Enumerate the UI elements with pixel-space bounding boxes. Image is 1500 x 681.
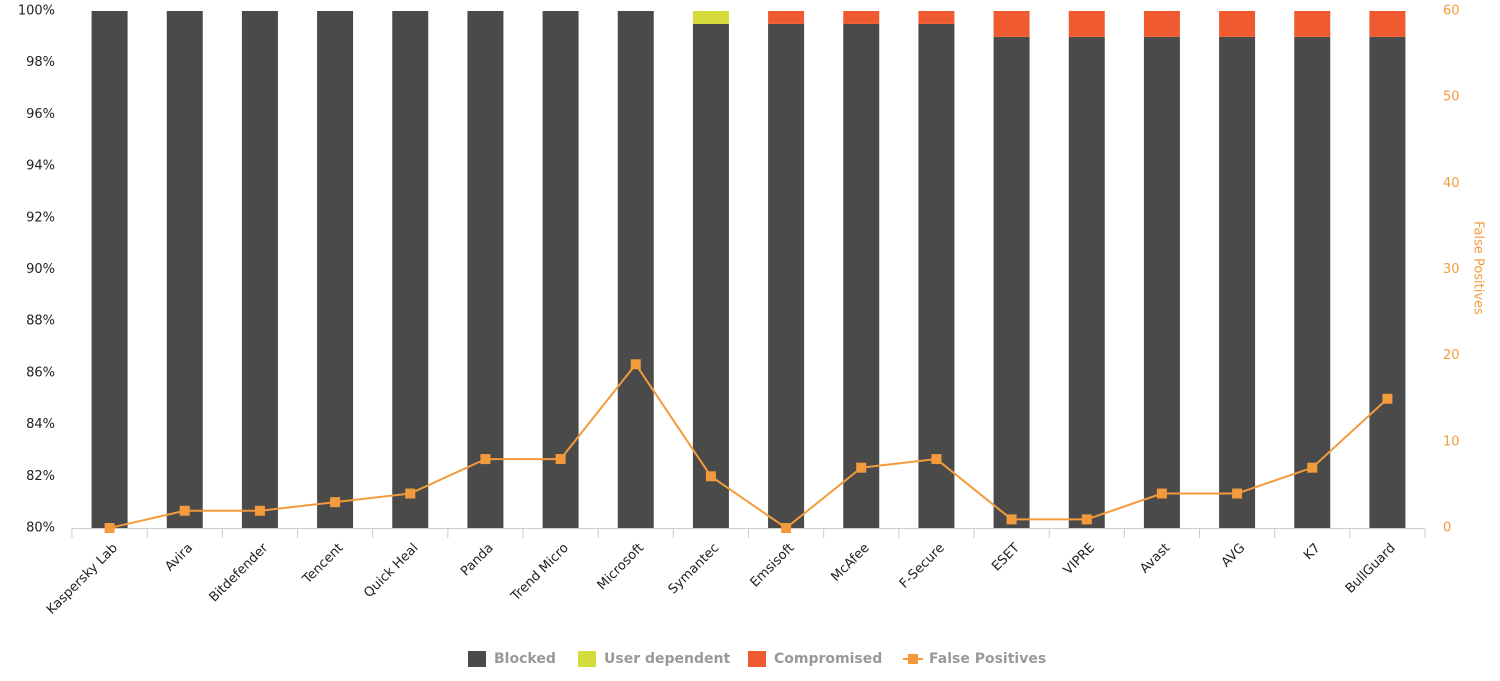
- line-marker: [405, 488, 416, 499]
- x-tick-label: ESET: [989, 541, 1023, 575]
- bar-segment: [1219, 11, 1256, 37]
- bar-segment: [1143, 11, 1180, 37]
- x-tick-label: Emsisoft: [748, 541, 798, 591]
- bar-segment: [317, 11, 354, 528]
- bar-segment: [843, 23, 880, 529]
- bar-segment: [1294, 11, 1331, 37]
- line-marker: [555, 454, 566, 465]
- y2-tick-label: 50: [1443, 90, 1460, 105]
- line-marker: [781, 523, 792, 533]
- x-tick-label: Kaspersky Lab: [44, 541, 121, 618]
- y-tick-label: 80%: [26, 521, 55, 536]
- x-tick-label: Avira: [162, 541, 196, 575]
- x-tick-label: AVG: [1219, 541, 1249, 571]
- legend-label: User dependent: [604, 651, 730, 667]
- x-tick-label: K7: [1301, 541, 1323, 563]
- y2-tick-label: 0: [1443, 521, 1451, 536]
- y2-axis-label: False Positives: [1471, 221, 1486, 315]
- y-tick-label: 98%: [26, 55, 55, 70]
- y-tick-label: 82%: [26, 469, 55, 484]
- x-tick-label: Avast: [1137, 541, 1173, 577]
- bar-segment: [241, 11, 278, 528]
- bar-segment: [1068, 36, 1105, 528]
- bar-segment: [617, 11, 654, 528]
- bar-segment: [1219, 36, 1256, 528]
- bar-segment: [918, 23, 955, 529]
- y2-tick-label: 30: [1443, 262, 1460, 277]
- legend-label: Blocked: [494, 651, 556, 667]
- y-tick-label: 88%: [26, 314, 55, 329]
- legend-label: False Positives: [929, 651, 1046, 667]
- line-marker: [330, 497, 341, 508]
- bar-segment: [843, 11, 880, 24]
- bar-segment: [1143, 36, 1180, 528]
- x-tick-label: VIPRE: [1061, 541, 1098, 578]
- line-marker: [1307, 462, 1318, 473]
- y2-tick-label: 10: [1443, 434, 1460, 449]
- line-marker: [104, 523, 115, 533]
- y-tick-label: 96%: [26, 107, 55, 122]
- line-marker: [1081, 514, 1092, 525]
- bar-segment: [993, 36, 1030, 528]
- y-tick-label: 100%: [18, 4, 55, 19]
- bar-segment: [993, 11, 1030, 37]
- bar-segment: [768, 23, 805, 529]
- line-marker: [1232, 488, 1243, 499]
- bar-segment: [1369, 11, 1406, 37]
- bar-segment: [692, 11, 729, 24]
- y-tick-label: 94%: [26, 159, 55, 174]
- line-marker: [254, 505, 265, 516]
- bar-segment: [1369, 36, 1406, 528]
- bar-segment: [166, 11, 203, 528]
- line-marker: [1006, 514, 1017, 525]
- bar-segment: [768, 11, 805, 24]
- legend-label: Compromised: [774, 651, 882, 667]
- legend-marker: [908, 654, 918, 664]
- line-marker: [931, 454, 942, 465]
- bar-segment: [918, 11, 955, 24]
- legend-marker: [468, 651, 486, 667]
- bar-segment: [467, 11, 504, 528]
- line-marker: [179, 505, 190, 516]
- bar-segment: [692, 23, 729, 529]
- line-marker: [856, 462, 867, 473]
- x-tick-label: McAfee: [828, 541, 872, 585]
- y2-tick-label: 40: [1443, 176, 1460, 191]
- line-marker: [1382, 393, 1393, 404]
- y-tick-label: 90%: [26, 262, 55, 277]
- y2-tick-label: 60: [1443, 4, 1460, 19]
- y2-tick-label: 20: [1443, 348, 1460, 363]
- y-tick-label: 92%: [26, 210, 55, 225]
- line-marker: [705, 471, 716, 482]
- y-tick-label: 84%: [26, 417, 55, 432]
- x-tick-label: Bitdefender: [207, 540, 272, 605]
- legend-marker: [578, 651, 596, 667]
- x-tick-label: Quick Heal: [361, 541, 421, 601]
- line: [109, 362, 1389, 530]
- x-tick-label: Symantec: [666, 541, 723, 598]
- line-marker: [630, 359, 641, 370]
- bar-segment: [1068, 11, 1105, 37]
- x-tick-label: Microsoft: [595, 541, 647, 593]
- y-tick-label: 86%: [26, 365, 55, 380]
- line-marker: [1156, 488, 1167, 499]
- bar-segment: [1294, 36, 1331, 528]
- x-tick-label: Panda: [458, 541, 497, 580]
- legend-marker: [748, 651, 766, 667]
- x-tick-label: Trend Micro: [508, 541, 572, 605]
- x-tick-label: BullGuard: [1343, 541, 1399, 597]
- x-tick-label: F-Secure: [897, 541, 948, 592]
- bar-segment: [392, 11, 429, 528]
- line-marker: [480, 454, 491, 465]
- bar-segment: [91, 11, 128, 528]
- x-tick-label: Tencent: [299, 541, 346, 588]
- bar-segment: [542, 11, 579, 528]
